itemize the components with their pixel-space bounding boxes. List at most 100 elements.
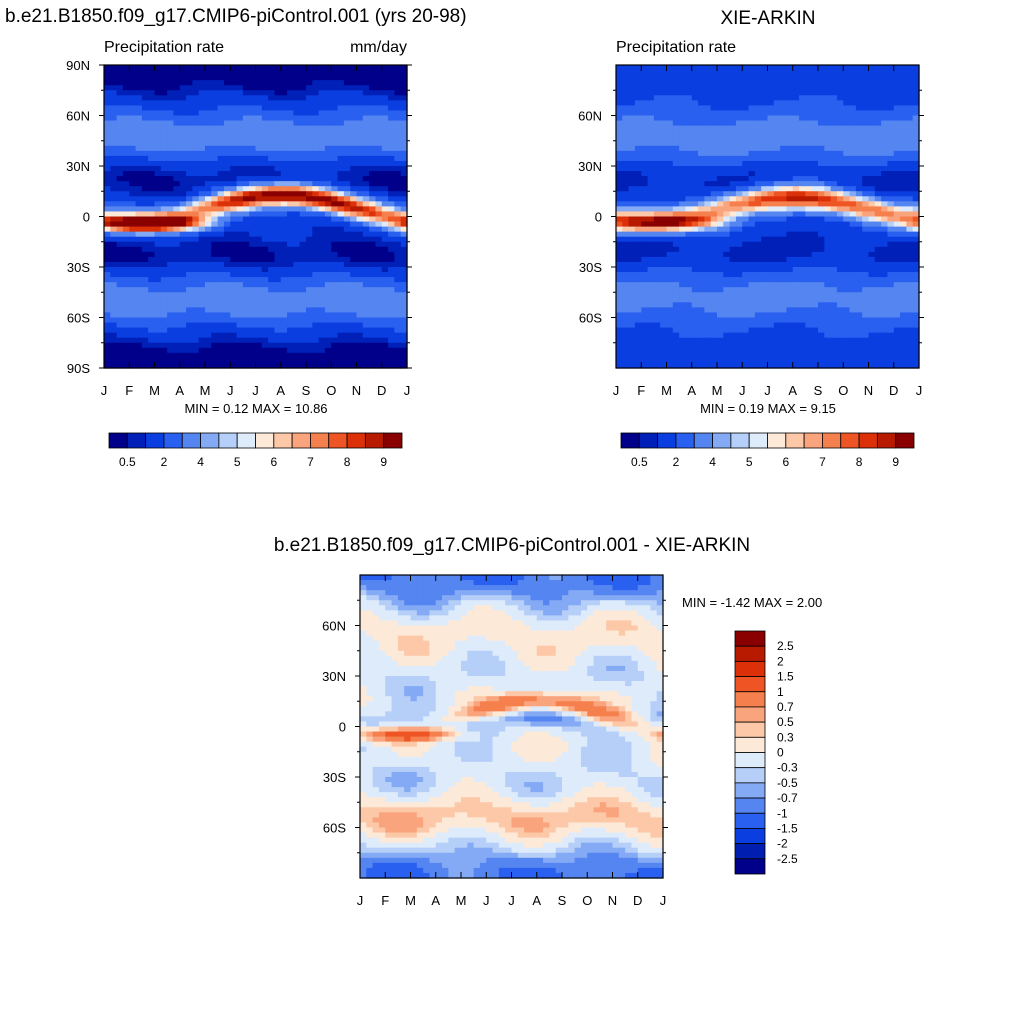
field-cell	[831, 65, 838, 71]
field-cell	[205, 95, 212, 101]
field-cell	[142, 136, 149, 142]
field-cell	[369, 166, 376, 172]
field-cell	[104, 318, 111, 324]
field-cell	[180, 343, 187, 349]
field-cell	[350, 247, 357, 253]
field-cell	[786, 75, 793, 81]
field-cell	[161, 136, 168, 142]
field-cell	[281, 126, 288, 132]
colorbar-swatch	[219, 433, 237, 448]
field-cell	[129, 257, 136, 263]
field-cell	[281, 136, 288, 142]
field-cell	[319, 146, 326, 152]
field-cell	[211, 95, 218, 101]
field-cell	[843, 171, 850, 177]
field-cell	[375, 257, 382, 263]
field-cell	[667, 222, 674, 228]
field-cell	[243, 328, 250, 334]
field-cell	[723, 75, 730, 81]
field-cell	[749, 232, 756, 238]
field-cell	[237, 287, 244, 293]
field-cell	[331, 191, 338, 197]
field-cell	[375, 151, 382, 157]
field-cell	[173, 166, 180, 172]
field-cell	[230, 217, 237, 223]
field-cell	[357, 136, 364, 142]
field-cell	[692, 227, 699, 233]
field-cell	[369, 242, 376, 248]
field-cell	[117, 116, 124, 122]
field-cell	[192, 161, 199, 167]
field-cell	[660, 206, 667, 212]
field-cell	[167, 272, 174, 278]
field-cell	[211, 186, 218, 192]
field-cell	[805, 75, 812, 81]
field-cell	[805, 85, 812, 91]
field-cell	[679, 136, 686, 142]
field-cell	[850, 75, 857, 81]
field-cell	[218, 333, 225, 339]
field-cell	[793, 252, 800, 258]
field-cell	[369, 171, 376, 177]
field-cell	[312, 95, 319, 101]
field-cell	[117, 252, 124, 258]
field-cell	[685, 151, 692, 157]
field-cell	[837, 156, 844, 162]
field-cell	[338, 136, 345, 142]
field-cell	[338, 217, 345, 223]
field-cell	[142, 70, 149, 76]
field-cell	[199, 247, 206, 253]
field-cell	[900, 257, 907, 263]
field-cell	[906, 257, 913, 263]
field-cell	[300, 328, 307, 334]
field-cell	[673, 257, 680, 263]
field-cell	[186, 156, 193, 162]
field-cell	[369, 90, 376, 96]
field-cell	[173, 116, 180, 122]
field-cell	[344, 292, 351, 298]
field-cell	[698, 232, 705, 238]
field-cell	[274, 90, 281, 96]
field-cell	[831, 146, 838, 152]
field-cell	[629, 100, 636, 106]
field-cell	[818, 146, 825, 152]
field-cell	[161, 100, 168, 106]
field-cell	[793, 176, 800, 182]
field-cell	[704, 70, 711, 76]
field-cell	[192, 211, 199, 217]
field-cell	[136, 232, 143, 238]
field-cell	[768, 105, 775, 111]
field-cell	[104, 121, 111, 127]
field-cell	[673, 121, 680, 127]
field-cell	[711, 191, 718, 197]
field-cell	[742, 105, 749, 111]
field-cell	[824, 146, 831, 152]
field-cell	[786, 131, 793, 137]
field-cell	[167, 302, 174, 308]
field-cell	[293, 318, 300, 324]
field-cell	[237, 75, 244, 81]
field-cell	[224, 151, 231, 157]
field-cell	[837, 116, 844, 122]
field-cell	[117, 121, 124, 127]
field-cell	[110, 75, 117, 81]
field-cell	[331, 232, 338, 238]
field-cell	[199, 232, 206, 238]
field-cell	[730, 116, 737, 122]
field-cell	[300, 171, 307, 177]
field-cell	[894, 75, 901, 81]
field-cell	[230, 257, 237, 263]
field-cell	[331, 110, 338, 116]
field-cell	[338, 277, 345, 283]
field-cell	[211, 222, 218, 228]
field-cell	[881, 161, 888, 167]
field-cell	[382, 206, 389, 212]
field-cell	[173, 323, 180, 329]
field-cell	[742, 217, 749, 223]
field-cell	[818, 227, 825, 233]
field-cell	[698, 252, 705, 258]
field-cell	[104, 312, 111, 318]
field-cell	[723, 191, 730, 197]
field-cell	[161, 292, 168, 298]
field-cell	[869, 70, 876, 76]
